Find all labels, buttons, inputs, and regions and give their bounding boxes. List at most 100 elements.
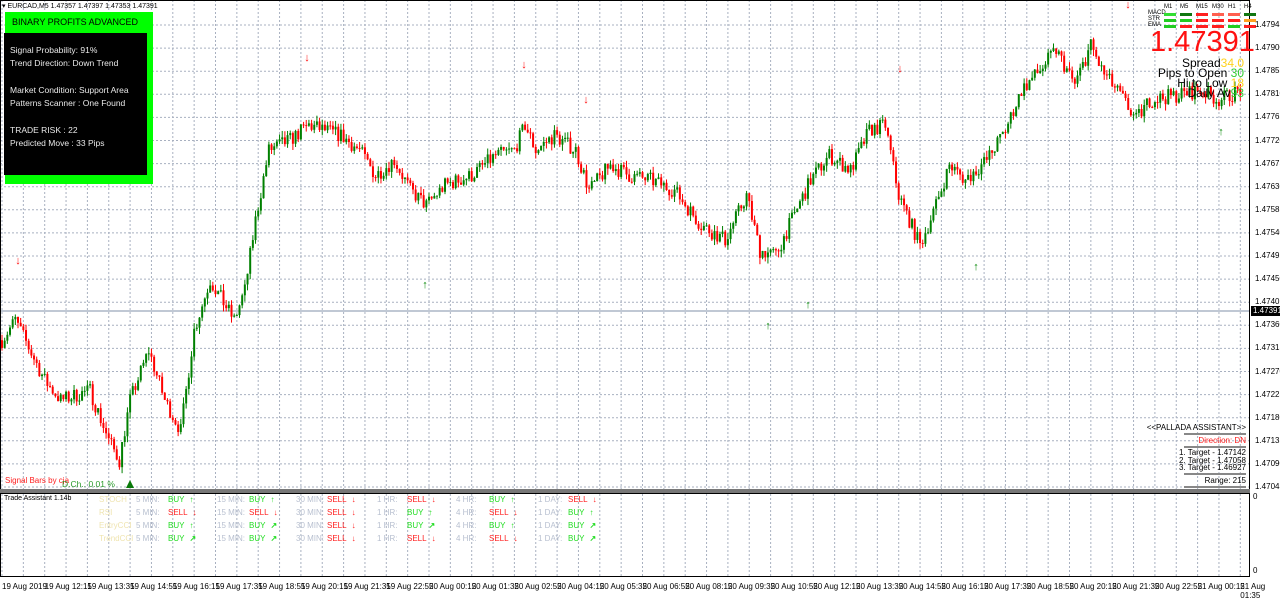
panel-body: Signal Probability: 91% Trend Direction:… bbox=[4, 33, 147, 175]
mtf-cell bbox=[1228, 25, 1240, 28]
mtf-timeframe: H1 bbox=[1228, 4, 1236, 10]
candle-body bbox=[444, 178, 447, 192]
candle-body bbox=[369, 159, 372, 167]
candle-body bbox=[377, 171, 380, 178]
candle-body bbox=[510, 148, 513, 150]
signal-triangle-icon bbox=[126, 480, 134, 488]
candle-body bbox=[414, 189, 417, 201]
signal-text: SELL bbox=[489, 534, 509, 543]
candle-body bbox=[1169, 89, 1172, 96]
candle-body bbox=[1183, 88, 1186, 92]
candle-body bbox=[73, 389, 76, 400]
signal-value: SELL ↓ bbox=[568, 495, 597, 504]
candle-body bbox=[19, 322, 22, 327]
candle-body bbox=[486, 154, 489, 164]
candle-body bbox=[897, 183, 900, 200]
sell-arrow-icon: ↓ bbox=[521, 59, 527, 71]
candle-body bbox=[804, 193, 807, 199]
candle-body bbox=[740, 205, 743, 209]
candle-body bbox=[956, 166, 959, 170]
price-tick: 1.47765 bbox=[1255, 112, 1280, 122]
candle-body bbox=[17, 316, 20, 323]
candle-body bbox=[985, 157, 988, 160]
current-price-tag: 1.47391 bbox=[1251, 306, 1280, 316]
sell-arrow-icon: ↓ bbox=[15, 255, 21, 267]
candle-body bbox=[969, 174, 972, 182]
candle-body bbox=[881, 119, 884, 121]
subwindow-frame bbox=[0, 493, 1250, 577]
candle-body bbox=[884, 119, 887, 128]
candle-body bbox=[508, 148, 511, 150]
candle-body bbox=[713, 231, 716, 240]
mtf-cell bbox=[1212, 25, 1224, 28]
candle-body bbox=[233, 315, 236, 317]
up-arrow-icon: ↑ bbox=[428, 508, 433, 517]
candle-body bbox=[9, 327, 12, 335]
buy-arrow-icon: ↑ bbox=[765, 320, 771, 332]
candle-body bbox=[70, 399, 73, 402]
timeframe-label: 1 HR: bbox=[377, 508, 398, 517]
candle-body bbox=[1084, 61, 1087, 66]
candle-body bbox=[131, 386, 134, 395]
candle-body bbox=[217, 291, 220, 295]
candle-body bbox=[489, 154, 492, 163]
candle-body bbox=[913, 219, 916, 240]
candle-body bbox=[1124, 93, 1127, 99]
candle-body bbox=[686, 206, 689, 216]
candle-body bbox=[342, 129, 345, 143]
candle-body bbox=[1076, 75, 1079, 84]
price-tick: 1.47945 bbox=[1255, 20, 1280, 29]
candle-body bbox=[846, 165, 849, 173]
candle-body bbox=[1201, 93, 1204, 95]
candle-body bbox=[163, 392, 166, 400]
candle-body bbox=[278, 139, 281, 142]
candle-body bbox=[209, 285, 212, 293]
candle-body bbox=[700, 228, 703, 231]
candle-body bbox=[574, 147, 577, 152]
candle-body bbox=[329, 125, 332, 127]
candle-body bbox=[620, 165, 623, 177]
signal-value: BUY ↗ bbox=[249, 521, 277, 530]
candle-body bbox=[1028, 80, 1031, 90]
current-price-big: 1.47391 bbox=[1150, 26, 1255, 58]
candle-body bbox=[505, 149, 508, 151]
candle-body bbox=[1071, 70, 1074, 79]
candle-body bbox=[1143, 104, 1146, 117]
down-arrow-icon: ↓ bbox=[351, 508, 356, 517]
candle-body bbox=[809, 178, 812, 185]
candle-body bbox=[566, 137, 569, 139]
candle-body bbox=[764, 250, 767, 258]
candle-body bbox=[374, 177, 377, 179]
candle-body bbox=[401, 172, 404, 179]
candle-body bbox=[385, 168, 388, 176]
candle-body bbox=[201, 306, 204, 318]
pallada-target-3: 3. Target - 1.46927 bbox=[1178, 463, 1246, 472]
candle-body bbox=[1049, 50, 1052, 53]
candle-body bbox=[513, 148, 516, 150]
candle-body bbox=[871, 124, 874, 136]
candle-body bbox=[628, 174, 631, 182]
up-arrow-icon: ↑ bbox=[510, 521, 515, 530]
candle-body bbox=[225, 305, 228, 309]
candle-body bbox=[1239, 89, 1242, 95]
candle-body bbox=[366, 153, 369, 160]
candle-body bbox=[919, 231, 922, 244]
candle-body bbox=[1047, 52, 1050, 65]
time-tick: 20 Aug 00:15 bbox=[429, 582, 477, 591]
candle-body bbox=[796, 208, 799, 213]
mtf-cell bbox=[1196, 25, 1208, 28]
candle-body bbox=[1207, 86, 1210, 98]
candle-body bbox=[1132, 114, 1135, 116]
signal-value: SELL ↓ bbox=[168, 508, 197, 517]
candle-body bbox=[684, 202, 687, 207]
signal-text: SELL bbox=[168, 508, 188, 517]
candle-body bbox=[235, 315, 238, 317]
candle-body bbox=[1009, 112, 1012, 124]
price-tick: 1.47810 bbox=[1255, 89, 1280, 99]
candle-body bbox=[14, 316, 17, 320]
candle-body bbox=[1127, 98, 1130, 110]
buy-arrow-icon: ↑ bbox=[422, 279, 428, 291]
candle-body bbox=[681, 199, 684, 203]
candle-body bbox=[334, 126, 337, 130]
